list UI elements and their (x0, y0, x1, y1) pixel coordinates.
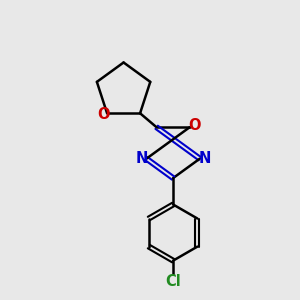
Text: N: N (199, 151, 211, 166)
Text: Cl: Cl (165, 274, 181, 289)
Text: O: O (97, 107, 110, 122)
Text: O: O (188, 118, 201, 133)
Text: N: N (135, 151, 148, 166)
